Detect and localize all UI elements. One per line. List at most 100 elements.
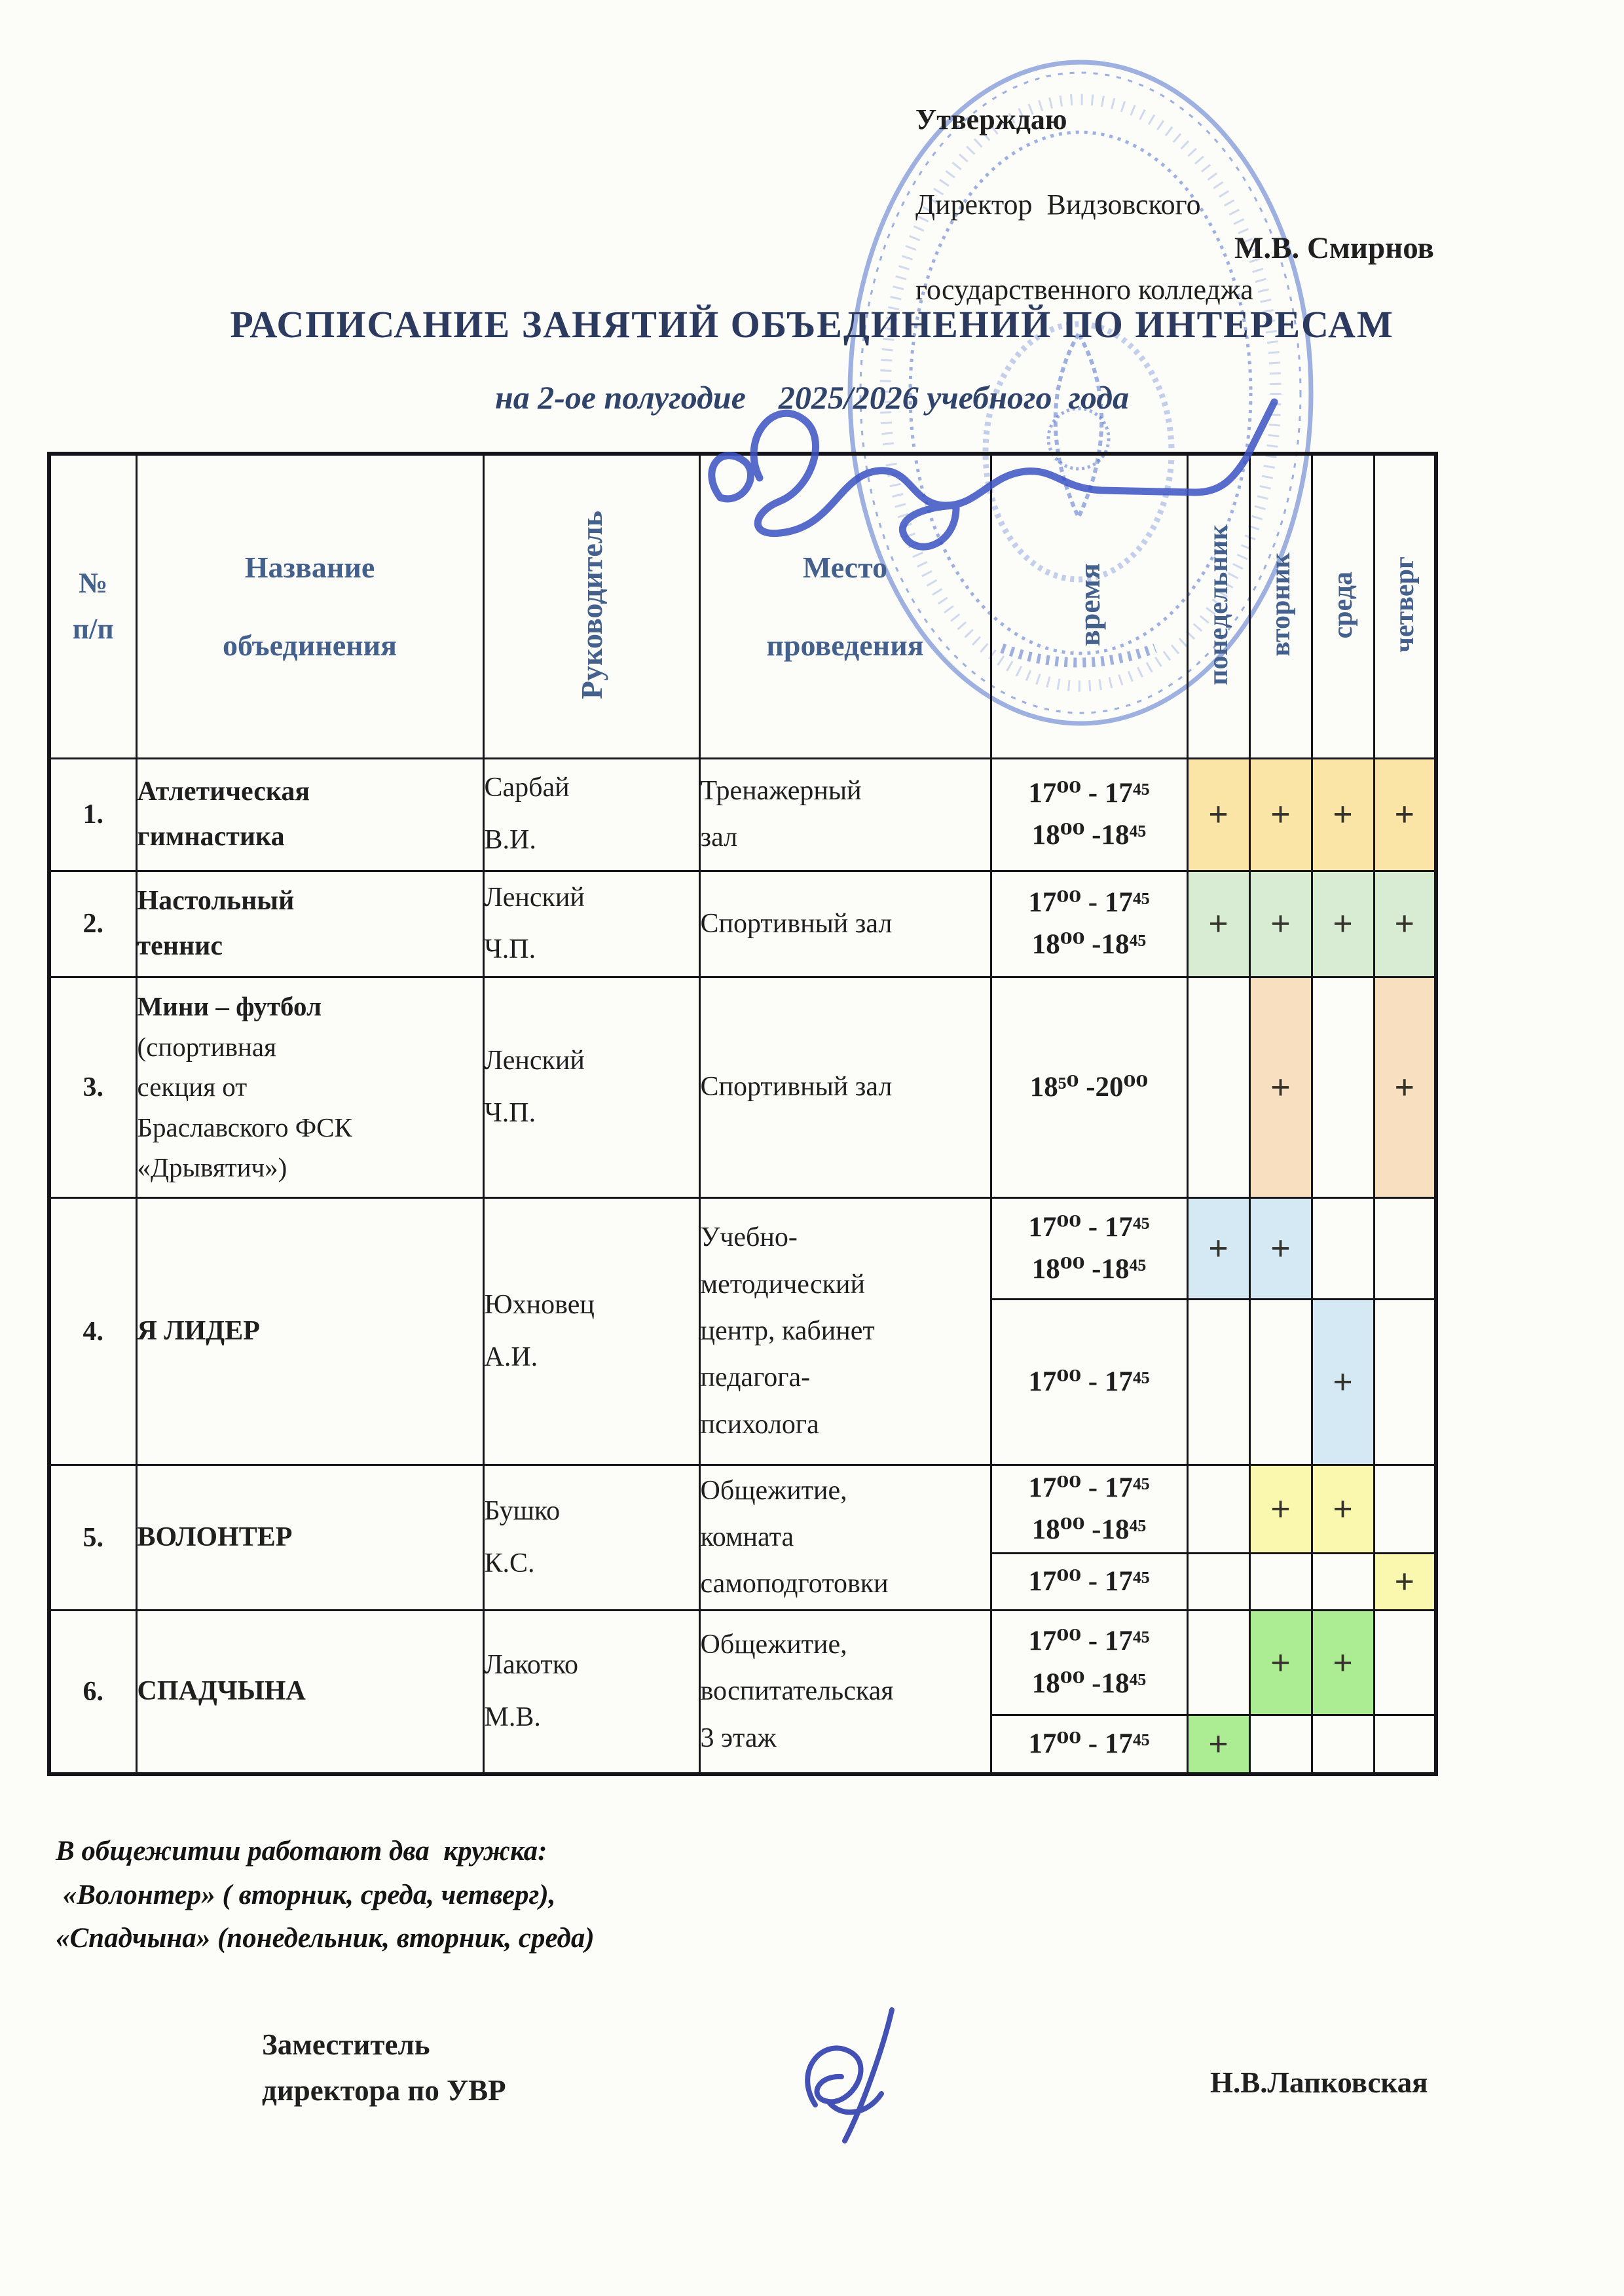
tuesday-label: вторник (1265, 553, 1296, 657)
mark-wednesday: + (1310, 1298, 1375, 1467)
row-number: 6. (48, 1609, 138, 1776)
club-name: Я ЛИДЕР (135, 1197, 485, 1467)
col-header-time-label: время (1072, 563, 1106, 647)
col-header-num: № п/п (48, 452, 138, 759)
col-header-leader: Руководитель (482, 452, 701, 759)
mark-monday (1186, 976, 1251, 1199)
monday-label: понедельник (1203, 524, 1234, 685)
mark-tuesday (1248, 1298, 1313, 1467)
mark-wednesday (1310, 1197, 1375, 1301)
director-name: М.В. Смирнов (1234, 231, 1434, 265)
thursday-label: четверг (1389, 556, 1420, 653)
row-number: 4. (48, 1197, 138, 1467)
signoff-role: Заместитель директора по УВР (262, 2028, 506, 2107)
col-header-tuesday: вторник (1248, 452, 1313, 759)
mark-wednesday: + (1310, 1464, 1375, 1555)
club-name: Мини – футбол (спортивная секция от Брасл… (135, 976, 485, 1199)
mark-tuesday: + (1248, 1464, 1313, 1555)
club-leader: Лакотко М.В. (482, 1609, 701, 1776)
table-row: 3. Мини – футбол (спортивная секция от Бр… (48, 976, 1437, 1199)
time-slot: 17⁰⁰ - 17⁴⁵ 18⁰⁰ -18⁴⁵ (989, 1197, 1189, 1301)
time-slot: 17⁰⁰ - 17⁴⁵ 18⁰⁰ -18⁴⁵ (989, 1464, 1189, 1555)
mark-thursday (1373, 1609, 1437, 1717)
row-number: 2. (48, 869, 138, 979)
club-name-text: Мини – футбол (137, 991, 322, 1022)
mark-tuesday: + (1248, 757, 1313, 872)
wednesday-label: среда (1327, 571, 1358, 638)
mark-thursday: + (1373, 1552, 1437, 1612)
col-header-leader-label: Руководитель (574, 510, 608, 699)
club-name-text: СПАДЧЫНА (137, 1676, 306, 1707)
venue: Спортивный зал (698, 869, 992, 979)
venue: Учебно- методический центр, кабинет педа… (698, 1197, 992, 1467)
mark-thursday (1373, 1464, 1437, 1555)
club-name-text: Настольный теннис (137, 886, 295, 962)
table-subrow: 17⁰⁰ - 17⁴⁵ + (49, 1298, 1437, 1467)
row-number: 3. (48, 976, 138, 1199)
deputy-signature (753, 1990, 950, 2164)
time-slot: 17⁰⁰ - 17⁴⁵ 18⁰⁰ -18⁴⁵ (989, 1609, 1189, 1717)
mark-monday (1186, 1609, 1251, 1717)
row-number: 5. (48, 1464, 138, 1612)
venue: Спортивный зал (698, 976, 992, 1199)
approval-block: Утверждаю Директор Видзовского государст… (915, 98, 1253, 311)
mark-tuesday (1248, 1714, 1313, 1776)
mark-thursday (1373, 1298, 1437, 1467)
col-header-wednesday: среда (1310, 452, 1375, 759)
club-name: Атлетическая гимнастика (135, 757, 485, 872)
signoff-name: Н.В.Лапковская (1210, 2066, 1428, 2099)
table-row: 5. ВОЛОНТЕР Бушко К.С. Общежитие, комнат… (48, 1464, 1437, 1612)
mark-monday: + (1186, 1197, 1251, 1301)
club-leader: Сарбай В.И. (482, 757, 701, 872)
venue: Тренажерный зал (698, 757, 992, 872)
time-slot: 17⁰⁰ - 17⁴⁵ (989, 1714, 1189, 1776)
mark-thursday (1373, 1714, 1437, 1776)
col-header-place: Место проведения (698, 452, 992, 759)
table-row: 2. Настольный теннис Ленский Ч.П. Спорти… (48, 869, 1437, 979)
approval-line-2: Директор Видзовского (915, 189, 1201, 221)
mark-tuesday: + (1248, 1609, 1313, 1717)
mark-monday (1186, 1298, 1251, 1467)
club-leader: Бушко К.С. (482, 1464, 701, 1612)
time-slot: 17⁰⁰ - 17⁴⁵ (989, 1298, 1189, 1467)
page-subtitle: на 2-ое полугодие 2025/2026 учебного год… (494, 379, 1130, 416)
mark-wednesday: + (1310, 757, 1375, 872)
row-number: 1. (48, 757, 138, 872)
col-header-name: Название объединения (135, 452, 485, 759)
mark-monday: + (1186, 757, 1251, 872)
table-subrow: 17⁰⁰ - 17⁴⁵ + (49, 1552, 1437, 1612)
mark-monday (1186, 1464, 1251, 1555)
mark-wednesday: + (1310, 1609, 1375, 1717)
col-header-time: время (989, 452, 1189, 759)
mark-wednesday (1310, 1714, 1375, 1776)
mark-thursday: + (1373, 757, 1437, 872)
club-name-text: Атлетическая гимнастика (137, 776, 310, 852)
club-leader: Ленский Ч.П. (482, 976, 701, 1199)
time-slot: 18⁵⁰ -20⁰⁰ (989, 976, 1189, 1199)
table-row: 1. Атлетическая гимнастика Сарбай В.И. Т… (48, 757, 1437, 872)
mark-tuesday (1248, 1552, 1313, 1612)
mark-tuesday: + (1248, 869, 1313, 979)
mark-tuesday: + (1248, 976, 1313, 1199)
club-leader: Юхновец А.И. (482, 1197, 701, 1467)
club-name-text: Я ЛИДЕР (137, 1315, 260, 1346)
col-header-thursday: четверг (1373, 452, 1437, 759)
mark-wednesday (1310, 1552, 1375, 1612)
club-name-subtext: (спортивная секция от Браславского ФСК «… (137, 1031, 352, 1183)
mark-wednesday: + (1310, 869, 1375, 979)
club-name: СПАДЧЫНА (135, 1609, 485, 1776)
header-row: № п/п Название объединения Руководитель … (48, 452, 1437, 759)
club-name: ВОЛОНТЕР (135, 1464, 485, 1612)
table-row: 6. СПАДЧЫНА Лакотко М.В. Общежитие, восп… (48, 1609, 1437, 1776)
col-header-monday: понедельник (1186, 452, 1251, 759)
mark-monday: + (1186, 869, 1251, 979)
venue: Общежитие, воспитательская 3 этаж (698, 1609, 992, 1776)
time-slot: 17⁰⁰ - 17⁴⁵ 18⁰⁰ -18⁴⁵ (989, 869, 1189, 979)
venue: Общежитие, комната самоподготовки (698, 1464, 992, 1612)
approval-line-3: государственного колледжа (915, 274, 1253, 306)
club-leader: Ленский Ч.П. (482, 869, 701, 979)
table-subrow: 17⁰⁰ - 17⁴⁵ + (49, 1714, 1437, 1776)
club-name: Настольный теннис (135, 869, 485, 979)
mark-monday (1186, 1552, 1251, 1612)
